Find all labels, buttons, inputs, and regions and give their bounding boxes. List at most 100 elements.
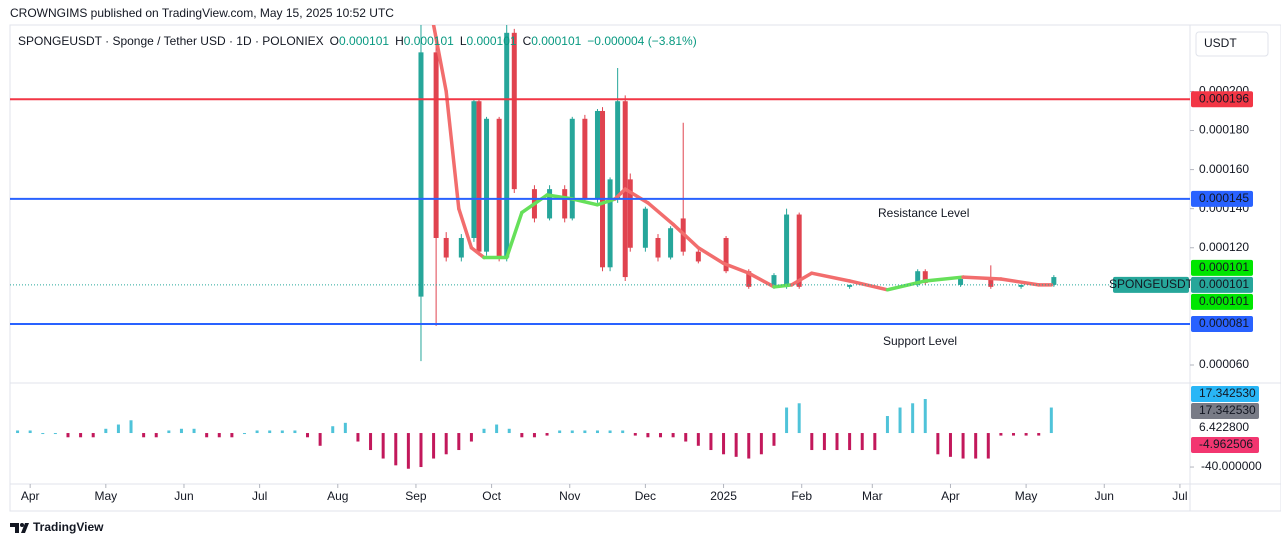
moving-average: [885, 279, 928, 292]
moving-average: [504, 210, 524, 260]
overlay: Apr May Jun Jul Aug Sep Oct Nov Dec 2025 Feb Mar Apr…: [10, 84, 1262, 503]
x-tick-label: Aug: [327, 489, 348, 503]
histogram-bar: [633, 433, 637, 436]
histogram-bar: [116, 424, 120, 434]
candle-body: [627, 179, 633, 248]
candle-body: [600, 110, 606, 268]
histogram-bar: [419, 433, 423, 468]
x-tick-label: Jun: [174, 489, 193, 503]
y-tick-label: -40.000000: [1201, 459, 1262, 473]
candle-body: [988, 277, 994, 287]
histogram-bar: [444, 433, 448, 455]
histogram-bar: [318, 433, 322, 446]
x-tick-label: Feb: [791, 489, 812, 503]
resistance-label: Resistance Level: [878, 206, 969, 220]
x-tick-label: May: [1015, 489, 1038, 503]
histogram-bar: [306, 433, 310, 438]
histogram-bar: [406, 433, 410, 469]
moving-average: [613, 187, 627, 201]
candle-body: [484, 118, 490, 252]
y-tick-label: 0.000160: [1199, 162, 1249, 176]
histogram-bar: [608, 430, 612, 434]
symbol-badge: [1113, 276, 1189, 293]
histogram-bar: [381, 433, 385, 459]
c-label: C: [523, 34, 532, 48]
candle-body: [547, 189, 553, 219]
x-tick-label: Nov: [559, 489, 580, 503]
histogram-bar: [457, 433, 461, 451]
histogram-bar: [1012, 433, 1016, 436]
histogram-bar: [986, 433, 990, 459]
histogram-bar: [482, 428, 486, 434]
candle-body: [476, 101, 482, 252]
moving-average: [721, 261, 751, 275]
currency-label[interactable]: USDT: [1204, 36, 1237, 50]
x-tick-label: Apr: [941, 489, 960, 503]
histogram-bar: [772, 433, 776, 446]
histogram-bar: [671, 433, 675, 438]
brand: TradingView: [33, 520, 104, 534]
candle-body: [1018, 284, 1024, 287]
candle-body: [796, 214, 802, 287]
side-badge: [1191, 259, 1253, 276]
histogram-bar: [646, 433, 650, 438]
published-line: CROWNGIMS published on TradingView.com, …: [10, 6, 394, 20]
y-tick-label: 0.000180: [1199, 123, 1249, 137]
histogram-bar: [558, 430, 562, 434]
histogram-bar: [595, 430, 599, 434]
candle-body: [746, 271, 752, 287]
x-tick-label: Apr: [21, 489, 40, 503]
candle-body: [511, 32, 517, 190]
candle-body: [723, 237, 729, 272]
candle-body: [458, 237, 464, 258]
high: 0.000101: [404, 34, 454, 48]
candle-body: [1051, 277, 1057, 285]
h-label: H: [395, 34, 404, 48]
candle-body: [771, 275, 777, 287]
x-tick-label: 2025: [710, 489, 737, 503]
y-tick-label: 0.000120: [1199, 240, 1249, 254]
candle-body: [655, 237, 661, 258]
indicator-badge-label: 17.342530: [1199, 403, 1256, 417]
histogram-bar: [255, 430, 259, 434]
low: 0.000101: [467, 34, 517, 48]
candle-body: [922, 271, 928, 283]
histogram-bar: [293, 430, 297, 434]
histogram-bar: [684, 433, 688, 442]
indicator-badge-label: 17.342530: [1199, 386, 1256, 400]
chart-frame: [9, 24, 1281, 512]
histogram-bar: [205, 433, 209, 438]
currency-button[interactable]: [1195, 31, 1269, 57]
histogram-bar: [280, 430, 284, 434]
histogram-bar: [91, 433, 95, 438]
histogram-bar: [822, 433, 826, 451]
histogram-bar: [104, 428, 108, 434]
histogram-bar: [79, 433, 83, 438]
level-badge: [1191, 315, 1253, 332]
y-tick-label: 0.000060: [1199, 357, 1249, 371]
x-tick-label: Jul: [252, 489, 267, 503]
histogram-bar: [520, 433, 524, 438]
moving-average: [999, 277, 1041, 287]
candle-body: [958, 279, 964, 285]
x-tick-label: Oct: [482, 489, 501, 503]
histogram-bar: [154, 433, 158, 438]
candle-body: [443, 237, 449, 258]
histogram-bar: [545, 433, 549, 436]
x-tick-label: Jun: [1095, 489, 1114, 503]
moving-average: [469, 246, 486, 260]
histogram-bar: [885, 416, 889, 434]
histogram-bar: [835, 433, 839, 451]
legend: SPONGEUSDT · Sponge / Tether USD · 1D · …: [18, 34, 697, 48]
histogram-bar: [570, 430, 574, 434]
moving-average: [444, 89, 461, 211]
side-badge: [1191, 293, 1253, 310]
histogram-bar: [356, 433, 360, 442]
candle-body: [504, 32, 510, 258]
candle-body: [695, 251, 701, 262]
moving-average: [810, 271, 852, 283]
symbol-badge-label: SPONGEUSDT: [1109, 277, 1194, 291]
price-badge-label: 0.000101: [1199, 277, 1249, 291]
logo: [10, 523, 29, 533]
